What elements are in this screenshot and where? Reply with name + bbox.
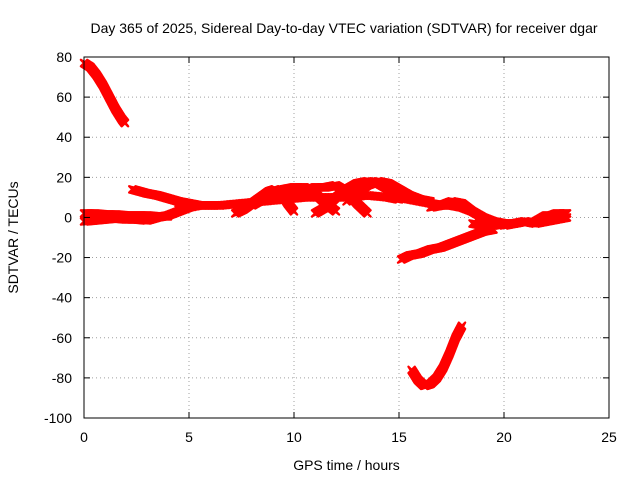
series-arc-rising-negative [396,225,498,264]
plot-frame [83,56,610,419]
y-tick-label: 40 [56,129,72,145]
data-point [457,321,467,331]
y-tick-label: 80 [56,49,72,65]
series-arc-evening-c [531,209,572,226]
grid [84,57,609,418]
chart-title: Day 365 of 2025, Sidereal Day-to-day VTE… [90,20,597,36]
axis-ticks: 0 5 10 15 20 25 -100 -80 -60 -40 -20 0 20 40 60 80 [44,49,617,445]
x-tick-label: 0 [80,429,88,445]
y-tick-label: -40 [52,290,72,306]
data-point [120,118,130,128]
data-point [562,209,572,218]
series-arc-hump-c [279,181,372,218]
y-tick-label: -80 [52,370,72,386]
data-point [363,209,372,218]
y-tick-label: -20 [52,250,72,266]
y-axis-label: SDTVAR / TECUs [5,181,21,293]
y-tick-label: -100 [44,410,72,426]
x-tick-label: 25 [601,429,617,445]
x-tick-label: 5 [185,429,193,445]
series-arc-early-high [79,58,130,128]
series-arc-afternoon-bump [426,197,498,228]
x-axis-label: GPS time / hours [293,457,400,473]
data-marks [79,58,572,391]
data-point [289,207,299,216]
data-point [331,207,341,216]
x-tick-label: 15 [391,429,407,445]
x-tick-label: 20 [496,429,512,445]
y-tick-label: 20 [56,169,72,185]
y-tick-label: 0 [64,209,72,225]
y-tick-label: -60 [52,330,72,346]
x-tick-label: 10 [286,429,302,445]
y-tick-label: 60 [56,89,72,105]
series-arc-deep-negative [407,321,467,391]
